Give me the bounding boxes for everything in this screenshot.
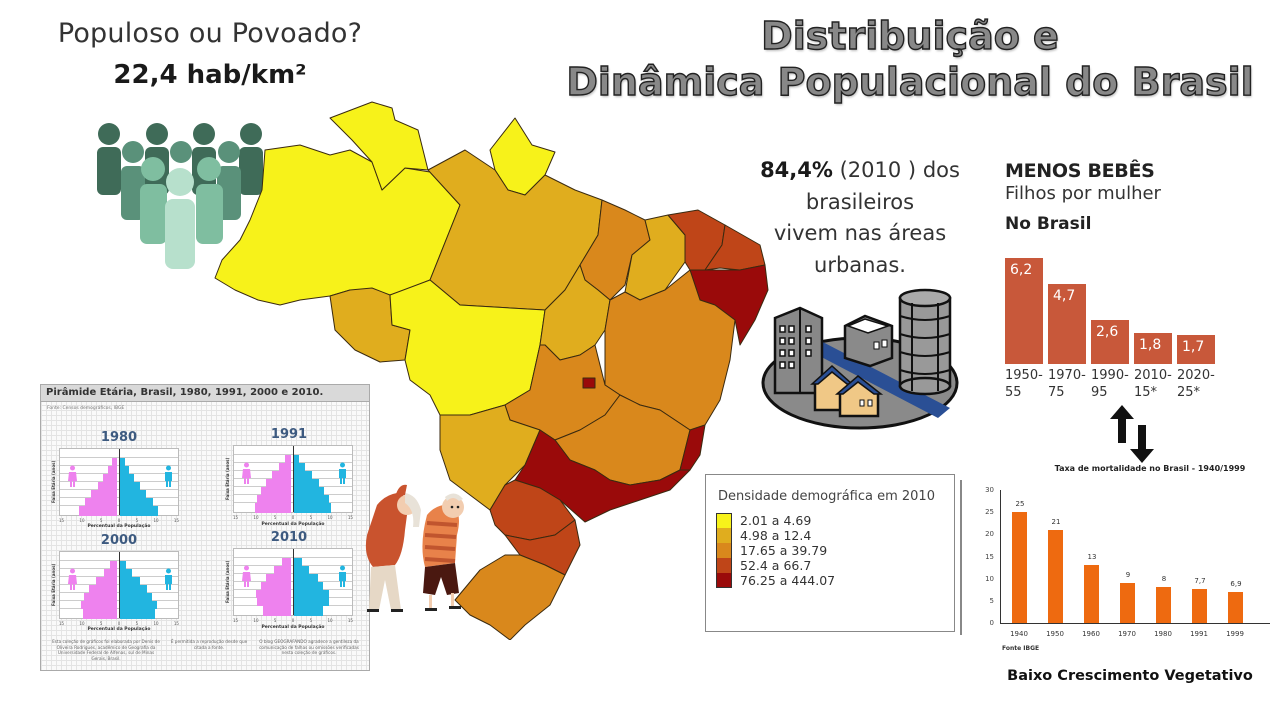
state-maranhao [579, 199, 651, 301]
pyramid-xlabel: Percentual da População [261, 522, 325, 527]
state-espirito-santo [679, 424, 706, 471]
pyramid-chart-2000 [59, 551, 179, 619]
pyramid-note-mid: É permitida a reprodução desde que citad… [170, 639, 248, 650]
city-buildings-icon [761, 288, 959, 430]
female-icon [242, 462, 251, 484]
pyramid-source: Fonte: Censos demográficos, IBGE [47, 406, 125, 411]
legend-item: 17.65 a 39.79 [716, 543, 827, 558]
up-down-arrows-icon [1110, 405, 1154, 463]
state-rn-pb [704, 224, 766, 271]
brazil-density-map [214, 101, 769, 640]
age-pyramid-panel: Pirâmide Etária, Brasil, 1980, 1991, 200… [40, 384, 370, 671]
legend-item: 2.01 a 4.69 [716, 513, 811, 528]
female-icon [68, 568, 77, 590]
fertility-category: 1990-95 [1091, 368, 1129, 400]
legend-title: Densidade demográfica em 2010 [718, 489, 935, 504]
title-line-1: Distribuição e [760, 13, 1059, 58]
urban-percent: 84,4% [760, 158, 833, 182]
mortality-chart: Taxa de mortalidade no Brasil - 1940/199… [960, 460, 1280, 660]
fertility-category: 2010-15* [1134, 368, 1172, 400]
pyramid-xlabel: Percentual da População [261, 625, 325, 630]
legend-item: 52.4 a 66.7 [716, 558, 811, 573]
pyramid-title: Pirâmide Etária, Brasil, 1980, 1991, 200… [41, 385, 369, 402]
fertility-bar: 2,6 [1091, 320, 1129, 364]
legend-item: 76.25 a 444.07 [716, 573, 835, 588]
fertility-title: MENOS BEBÊS [1005, 160, 1155, 182]
density-question: Populoso ou Povoado? [57, 18, 363, 49]
legend-swatch [716, 558, 732, 573]
density-value: 22,4 hab/km² [113, 60, 307, 90]
mortality-bar [1048, 530, 1063, 623]
fertility-category: 1950-55 [1005, 368, 1043, 400]
state-rio-grande-do-sul [454, 554, 566, 640]
fertility-bars: 6,2 4,7 2,6 1,8 1,7 [1005, 258, 1220, 364]
fertility-category: 2020-25* [1177, 368, 1215, 400]
divider [960, 480, 962, 635]
pyramid-year-2010: 2010 [270, 530, 308, 545]
female-icon [242, 565, 251, 587]
legend-swatch [716, 543, 732, 558]
pyramid-ylabel: Faixa Etária (anos) [51, 563, 56, 606]
pyramid-xticks: 15 10 5 0 5 10 15 [233, 618, 353, 623]
legend-swatch [716, 573, 732, 588]
mortality-axis: 25 21 13 9 8 7,7 6,9 [1000, 490, 1270, 624]
state-mato-grosso-do-sul [439, 404, 541, 511]
fertility-bar: 4,7 [1048, 284, 1086, 364]
pyramid-xticks: 15 10 5 0 5 10 15 [233, 515, 353, 520]
fertility-bar: 6,2 [1005, 258, 1043, 364]
pyramid-ylabel: Faixa Etária (anos) [225, 560, 230, 603]
mortality-title: Taxa de mortalidade no Brasil - 1940/199… [1054, 464, 1246, 473]
state-distrito-federal [582, 377, 596, 389]
legend-item: 4.98 a 12.4 [716, 528, 811, 543]
fertility-bar: 1,8 [1134, 333, 1172, 364]
mortality-bar [1156, 587, 1171, 623]
mortality-source: Fonte IBGE [1002, 645, 1040, 652]
pyramid-xlabel: Percentual da População [87, 627, 151, 632]
mortality-bar [1120, 583, 1135, 623]
fertility-bar: 1,7 [1177, 335, 1215, 364]
elderly-exercise-illustration [365, 484, 464, 612]
page-title: Distribuição e Dinâmica Populacional do … [560, 13, 1260, 105]
fertility-region: No Brasil [1005, 214, 1092, 234]
pyramid-ylabel: Faixa Etária (anos) [51, 460, 56, 503]
female-icon [68, 465, 77, 487]
legend-swatch [716, 528, 732, 543]
male-icon [339, 565, 346, 587]
pyramid-note-left: Esta coleção de gráficos foi elaborada p… [52, 639, 160, 662]
fertility-chart: MENOS BEBÊS Filhos por mulher No Brasil … [1005, 160, 1235, 410]
mortality-bar [1228, 592, 1243, 623]
male-icon [165, 465, 172, 487]
growth-label: Baixo Crescimento Vegetativo [1007, 668, 1253, 684]
mortality-bar [1084, 565, 1099, 623]
pyramid-ylabel: Faixa Etária (anos) [225, 457, 230, 500]
male-icon [165, 568, 172, 590]
male-icon [339, 462, 346, 484]
fertility-subtitle: Filhos por mulher [1005, 183, 1161, 204]
fertility-category: 1970-75 [1048, 368, 1086, 400]
pyramid-chart-1991 [233, 445, 353, 513]
urban-population-text: 84,4% (2010 ) dos brasileiros vivem nas … [760, 158, 960, 277]
pyramid-chart-1980 [59, 448, 179, 516]
pyramid-note-right: O blog GEOGRAFANDO agradece a gentileza … [259, 639, 359, 656]
mortality-bar [1192, 589, 1207, 623]
pyramid-year-1980: 1980 [100, 430, 138, 445]
pyramid-xticks: 15 10 5 0 5 10 15 [59, 621, 179, 626]
title-line-2: Dinâmica Populacional do Brasil [566, 59, 1255, 104]
legend-swatch [716, 513, 732, 528]
pyramid-xlabel: Percentual da População [87, 524, 151, 529]
pyramid-year-2000: 2000 [100, 533, 138, 548]
mortality-bar [1012, 512, 1027, 623]
pyramid-year-1991: 1991 [270, 427, 308, 442]
pyramid-chart-2010 [233, 548, 353, 616]
state-roraima [329, 101, 429, 191]
people-group-icon [97, 123, 263, 269]
pyramid-xticks: 15 10 5 0 5 10 15 [59, 518, 179, 523]
density-legend: Densidade demográfica em 2010 2.01 a 4.6… [705, 474, 955, 632]
